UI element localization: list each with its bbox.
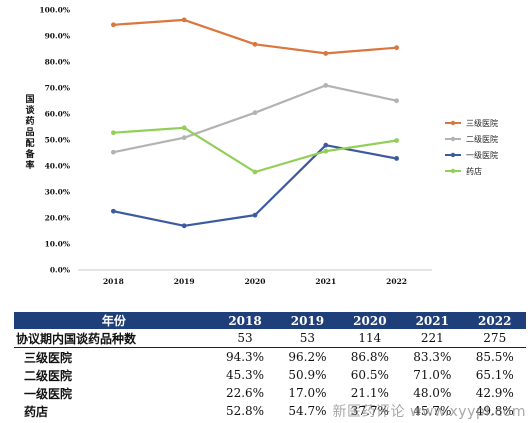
table-header-cell: 年份 <box>14 312 214 329</box>
table-cell: 83.3% <box>413 350 452 364</box>
table-row: 药店 52.8% 54.7% 37.7% 45.7% 49.8% <box>14 402 526 420</box>
row-label: 二级医院 <box>24 368 73 383</box>
data-point <box>111 130 116 136</box>
legend-label: 三级医院 <box>466 118 498 128</box>
y-tick-labels: 0.0% 10.0% 20.0% 30.0% 40.0% 50.0% 60.0% 70.0% 8… <box>39 6 70 275</box>
table-cell: 96.2% <box>288 350 327 364</box>
data-point <box>111 208 116 214</box>
table-header-cell: 2021 <box>401 312 464 329</box>
data-point <box>181 17 187 23</box>
table-row: 协议期内国谈药品种数 53 53 114 221 275 <box>14 329 526 348</box>
x-tick-label: 2019 <box>174 277 195 286</box>
table-cell: 114 <box>338 329 402 348</box>
table-row: 三级医院 94.3% 96.2% 86.8% 83.3% 85.5% <box>14 348 526 367</box>
x-tick-label: 2022 <box>386 277 407 286</box>
legend-label: 一级医院 <box>466 150 498 160</box>
legend-marker <box>450 152 456 158</box>
y-tick-label: 40.0% <box>45 162 70 171</box>
y-tick-label: 50.0% <box>45 136 70 145</box>
data-table: 年份 2018 2019 2020 2021 2022 协议期内国谈药品种数 5… <box>14 312 526 420</box>
row-label: 一级医院 <box>24 386 73 401</box>
table-cell: 50.9% <box>288 368 327 382</box>
table-cell: 52.8% <box>225 404 265 418</box>
series-group <box>111 17 399 229</box>
line-chart: 国谈药品配备率 0.0% 10.0% 20.0% 30.0% 40.0% 50.0% 60.… <box>24 6 498 287</box>
x-tick-label: 2021 <box>315 277 336 286</box>
data-point <box>252 212 258 218</box>
data-point <box>252 110 258 116</box>
legend-label: 药店 <box>466 166 482 176</box>
legend-marker <box>450 136 456 142</box>
y-tick-label: 70.0% <box>45 84 70 93</box>
table-header-cell: 2022 <box>463 312 526 329</box>
table-cell: 45.3% <box>225 368 265 382</box>
data-point <box>394 98 399 104</box>
row-label: 协议期内国谈药品种数 <box>14 329 214 348</box>
legend-marker <box>450 168 456 174</box>
table-cell: 42.9% <box>475 386 514 400</box>
table-cell: 60.5% <box>350 368 389 382</box>
table-cell: 37.7% <box>350 404 389 418</box>
table-header-cell: 2019 <box>276 312 339 329</box>
table-cell: 21.1% <box>350 386 389 400</box>
data-point <box>323 148 329 154</box>
table-cell: 71.0% <box>413 368 452 382</box>
data-point <box>181 223 187 229</box>
table-cell: 94.3% <box>225 350 265 364</box>
data-point <box>181 125 187 131</box>
data-point <box>323 142 329 148</box>
y-tick-label: 100.0% <box>39 6 70 15</box>
data-point <box>181 135 187 141</box>
row-label: 药店 <box>24 404 49 419</box>
table-cell: 65.1% <box>475 368 514 382</box>
y-tick-label: 0.0% <box>50 266 70 275</box>
data-point <box>394 138 399 143</box>
x-tick-label: 2020 <box>245 277 266 286</box>
data-point <box>394 156 399 161</box>
data-point <box>252 41 258 47</box>
data-point <box>394 45 399 51</box>
table-cell: 275 <box>463 329 526 348</box>
series-line <box>113 18 397 55</box>
table-header-row: 年份 2018 2019 2020 2021 2022 <box>14 312 526 329</box>
row-label: 三级医院 <box>24 350 73 365</box>
table-cell: 85.5% <box>475 350 514 364</box>
y-tick-label: 20.0% <box>45 214 70 223</box>
watermark: 新医药评论 www.xyypl.com <box>332 404 526 420</box>
x-tick-label: 2018 <box>103 277 124 286</box>
table-cell: 17.0% <box>288 386 327 400</box>
table-cell: 86.8% <box>350 350 389 364</box>
y-tick-label: 80.0% <box>45 58 70 67</box>
data-point <box>323 83 329 88</box>
table-cell: 53 <box>276 329 339 348</box>
table-cell: 45.7% <box>413 404 452 418</box>
x-tick-labels: 2018 2019 2020 2021 2022 <box>103 277 407 286</box>
table-cell: 221 <box>401 329 464 348</box>
data-point <box>111 22 116 28</box>
table-cell: 49.8% <box>475 404 514 418</box>
y-axis-label: 国谈药品配备率 <box>24 94 35 171</box>
table-cell: 22.6% <box>225 386 265 400</box>
data-point <box>111 149 116 155</box>
y-tick-label: 90.0% <box>45 32 70 41</box>
y-tick-label: 30.0% <box>45 188 70 197</box>
y-axis-title: 国谈药品配备率 <box>24 94 35 171</box>
table-cell: 54.7% <box>288 404 327 418</box>
y-tick-label: 10.0% <box>45 240 70 249</box>
table-header-cell: 2018 <box>213 312 277 329</box>
table-row: 二级医院 45.3% 50.9% 60.5% 71.0% 65.1% <box>14 366 526 384</box>
series-line <box>113 84 397 154</box>
table-row: 一级医院 22.6% 17.0% 21.1% 48.0% 42.9% <box>14 384 526 402</box>
y-tick-label: 60.0% <box>45 110 70 119</box>
table-header-cell: 2020 <box>338 312 402 329</box>
table-cell: 48.0% <box>413 386 452 400</box>
legend-marker <box>450 120 456 126</box>
data-point <box>323 51 329 56</box>
legend-label: 二级医院 <box>466 134 498 144</box>
table-cell: 53 <box>213 329 277 348</box>
data-point <box>252 169 258 175</box>
